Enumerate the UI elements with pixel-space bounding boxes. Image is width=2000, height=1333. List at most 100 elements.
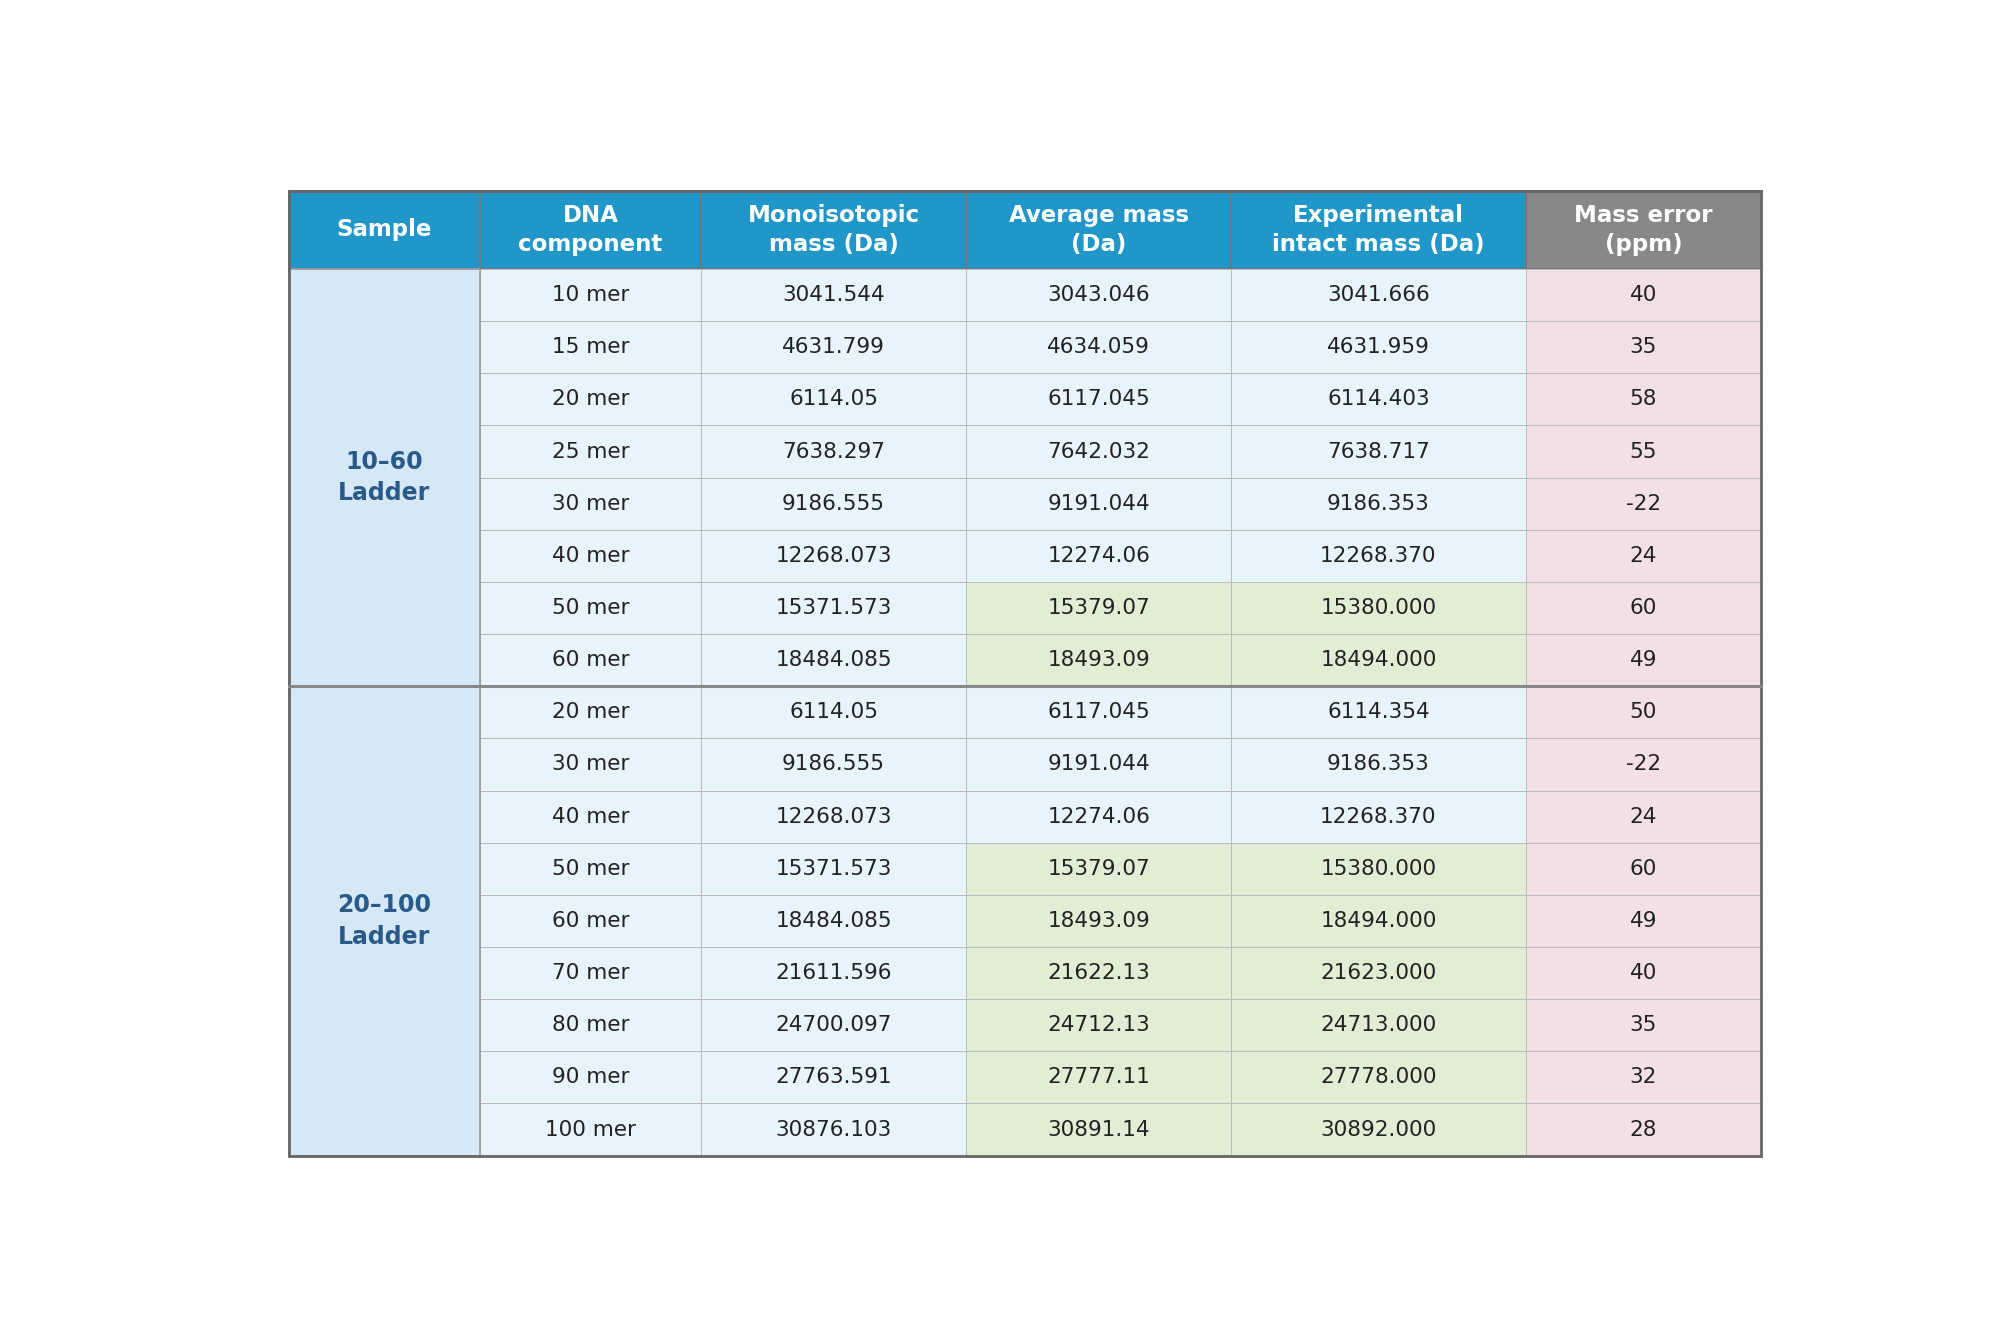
Text: 30876.103: 30876.103: [776, 1120, 892, 1140]
Text: 18484.085: 18484.085: [776, 910, 892, 930]
Bar: [966, 635, 1232, 686]
Text: 18494.000: 18494.000: [1320, 651, 1436, 670]
Text: 35: 35: [1630, 337, 1658, 357]
Text: 9186.555: 9186.555: [782, 754, 886, 774]
Text: 70 mer: 70 mer: [552, 962, 630, 982]
Text: Average mass
(Da): Average mass (Da): [1008, 204, 1188, 256]
Bar: [966, 425, 1232, 477]
Text: 9186.353: 9186.353: [1328, 493, 1430, 513]
Text: 7642.032: 7642.032: [1048, 441, 1150, 461]
Text: 21611.596: 21611.596: [776, 962, 892, 982]
Bar: [1232, 1000, 1526, 1052]
Text: 18493.09: 18493.09: [1048, 651, 1150, 670]
Text: 15371.573: 15371.573: [776, 858, 892, 878]
Text: 49: 49: [1630, 910, 1658, 930]
Text: 80 mer: 80 mer: [552, 1016, 630, 1036]
Bar: [1526, 1000, 1762, 1052]
Bar: [966, 790, 1232, 842]
Text: 30 mer: 30 mer: [552, 754, 630, 774]
Text: 6117.045: 6117.045: [1048, 389, 1150, 409]
Text: Mass error
(ppm): Mass error (ppm): [1574, 204, 1712, 256]
Bar: [702, 477, 966, 529]
Bar: [966, 946, 1232, 1000]
Bar: [288, 191, 480, 269]
Text: 40 mer: 40 mer: [552, 545, 630, 565]
Text: 12268.370: 12268.370: [1320, 545, 1436, 565]
Text: 4631.959: 4631.959: [1326, 337, 1430, 357]
Bar: [480, 635, 702, 686]
Bar: [966, 583, 1232, 635]
Text: 60 mer: 60 mer: [552, 910, 630, 930]
Bar: [480, 894, 702, 946]
Bar: [1232, 321, 1526, 373]
Text: 15 mer: 15 mer: [552, 337, 630, 357]
Bar: [1526, 477, 1762, 529]
Bar: [480, 1000, 702, 1052]
Bar: [1526, 1052, 1762, 1104]
Bar: [702, 373, 966, 425]
Text: 24700.097: 24700.097: [776, 1016, 892, 1036]
Bar: [480, 583, 702, 635]
Text: 12268.073: 12268.073: [776, 806, 892, 826]
Bar: [966, 1104, 1232, 1156]
Bar: [1232, 686, 1526, 738]
Text: 6117.045: 6117.045: [1048, 702, 1150, 722]
Bar: [1232, 1104, 1526, 1156]
Bar: [966, 191, 1232, 269]
Bar: [966, 894, 1232, 946]
Bar: [1526, 635, 1762, 686]
Bar: [1526, 529, 1762, 583]
Text: 50 mer: 50 mer: [552, 858, 630, 878]
Bar: [966, 1000, 1232, 1052]
Bar: [1232, 269, 1526, 321]
Text: 10–60
Ladder: 10–60 Ladder: [338, 449, 430, 505]
Bar: [1526, 583, 1762, 635]
Bar: [1526, 738, 1762, 790]
Text: 27763.591: 27763.591: [776, 1068, 892, 1088]
Text: 10 mer: 10 mer: [552, 285, 630, 305]
Bar: [1526, 269, 1762, 321]
Text: 24713.000: 24713.000: [1320, 1016, 1436, 1036]
Text: 30891.14: 30891.14: [1048, 1120, 1150, 1140]
Text: 9186.353: 9186.353: [1328, 754, 1430, 774]
Text: Sample: Sample: [336, 219, 432, 241]
Bar: [702, 946, 966, 1000]
Bar: [1232, 425, 1526, 477]
Text: -22: -22: [1626, 493, 1662, 513]
Bar: [480, 529, 702, 583]
Text: 28: 28: [1630, 1120, 1658, 1140]
Text: 6114.05: 6114.05: [790, 389, 878, 409]
Text: -22: -22: [1626, 754, 1662, 774]
Bar: [480, 946, 702, 1000]
Bar: [1232, 583, 1526, 635]
Text: 12274.06: 12274.06: [1048, 545, 1150, 565]
Text: 7638.297: 7638.297: [782, 441, 886, 461]
Text: 3041.666: 3041.666: [1328, 285, 1430, 305]
Text: 40: 40: [1630, 962, 1658, 982]
Text: 30892.000: 30892.000: [1320, 1120, 1436, 1140]
Bar: [1526, 425, 1762, 477]
Text: 60: 60: [1630, 858, 1658, 878]
Bar: [480, 1104, 702, 1156]
Bar: [702, 738, 966, 790]
Text: 21623.000: 21623.000: [1320, 962, 1436, 982]
Text: 12268.073: 12268.073: [776, 545, 892, 565]
Text: 21622.13: 21622.13: [1048, 962, 1150, 982]
Bar: [702, 321, 966, 373]
Text: 18494.000: 18494.000: [1320, 910, 1436, 930]
Text: 27778.000: 27778.000: [1320, 1068, 1436, 1088]
Bar: [1526, 946, 1762, 1000]
Bar: [966, 529, 1232, 583]
Bar: [480, 321, 702, 373]
Bar: [480, 425, 702, 477]
Text: 9186.555: 9186.555: [782, 493, 886, 513]
Text: 3041.544: 3041.544: [782, 285, 884, 305]
Bar: [1232, 790, 1526, 842]
Bar: [966, 373, 1232, 425]
Bar: [1232, 373, 1526, 425]
Text: 15380.000: 15380.000: [1320, 599, 1436, 619]
Text: 3043.046: 3043.046: [1048, 285, 1150, 305]
Bar: [480, 191, 702, 269]
Bar: [702, 1052, 966, 1104]
Text: 24712.13: 24712.13: [1048, 1016, 1150, 1036]
